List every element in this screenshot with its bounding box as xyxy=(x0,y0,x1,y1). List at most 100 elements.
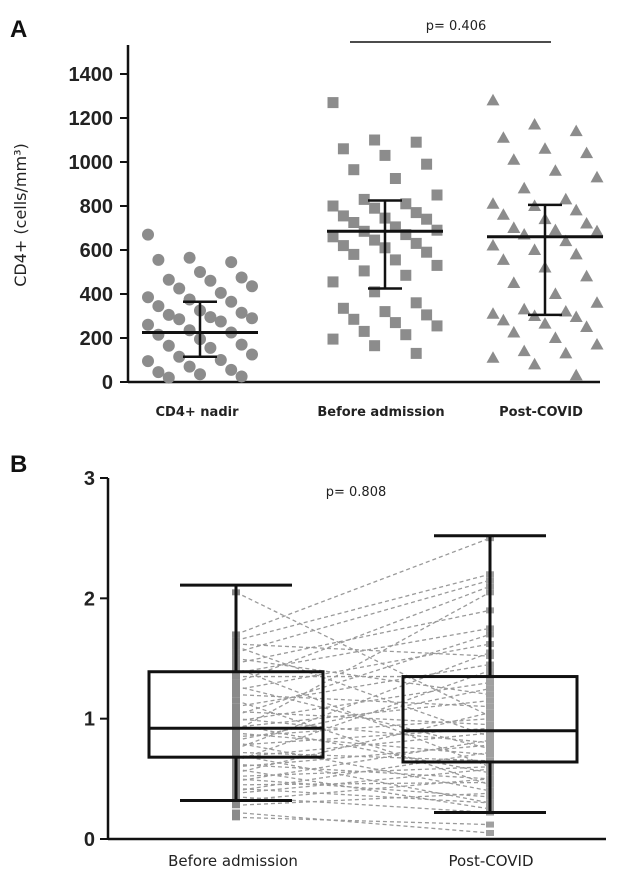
panel-a-point-triangle xyxy=(486,197,500,209)
panel-a-point-square xyxy=(337,302,349,314)
panel-a-point-triangle xyxy=(569,124,583,137)
panel-b-pair-line xyxy=(235,778,491,798)
panel-a-p-value: p= 0.406 xyxy=(426,19,487,34)
panel-a-point-triangle xyxy=(580,269,594,282)
panel-a-point-square xyxy=(410,207,422,219)
panel-b-point-before xyxy=(232,733,240,740)
panel-b-pair-line xyxy=(235,579,491,654)
panel-a-point-circle xyxy=(235,370,248,383)
panel-a-point-triangle xyxy=(486,307,500,319)
panel-a-point-circle xyxy=(162,308,175,321)
panel-b-point-after xyxy=(486,821,494,828)
panel-b-pair-line xyxy=(235,591,491,732)
panel-a-point-circle xyxy=(173,313,186,326)
panel-a-point-square xyxy=(369,134,381,146)
panel-b-point-after xyxy=(486,829,494,836)
panel-b-pair-line xyxy=(235,768,491,794)
panel-a-point-circle xyxy=(246,312,258,325)
panel-b-pair-line xyxy=(235,732,491,758)
panel-a-point-triangle xyxy=(569,310,583,323)
panel-a-point-square xyxy=(410,136,422,148)
panel-a-point-square xyxy=(358,265,370,277)
panel-b-point-before xyxy=(232,691,240,698)
panel-a-point-square xyxy=(379,149,391,161)
panel-a-point-circle xyxy=(162,273,175,286)
panel-b-point-after xyxy=(486,685,494,692)
panel-a-point-triangle xyxy=(517,302,531,315)
panel-b-pair-line xyxy=(235,742,491,792)
panel-a-point-square xyxy=(410,347,422,359)
panel-a-point-circle xyxy=(225,295,238,308)
panel-b-point-before xyxy=(232,686,240,693)
panel-b-point-before xyxy=(232,742,240,749)
panel-b-y-tick-label: 2 xyxy=(84,588,95,610)
panel-a-point-square xyxy=(410,237,422,249)
panel-b: B 0 1 2 3 Before admission Post-COVID p= 0.… xyxy=(10,451,606,870)
panel-a-point-circle xyxy=(214,354,227,366)
panel-b-pair-line xyxy=(235,751,491,792)
panel-b-pair-line xyxy=(235,669,491,762)
panel-a-point-square xyxy=(369,286,381,298)
panel-b-point-after xyxy=(486,733,494,740)
panel-b-pair-line xyxy=(235,537,491,636)
panel-a-point-circle xyxy=(183,293,196,306)
panel-b-point-before xyxy=(232,708,240,715)
panel-a-y-tick-label: 400 xyxy=(80,284,113,306)
panel-a-point-triangle xyxy=(507,221,521,233)
panel-a-point-square xyxy=(410,297,422,309)
panel-a-point-circle xyxy=(194,368,206,381)
panel-b-point-before xyxy=(232,683,240,690)
panel-a-category-label-2: Post-COVID xyxy=(499,405,583,420)
panel-a-point-circle xyxy=(246,348,258,361)
panel-a-point-square xyxy=(389,317,401,329)
panel-a-point-square xyxy=(327,333,339,345)
panel-a-point-triangle xyxy=(559,346,573,359)
panel-a-y-ticks: 0 200 400 600 800 1000 1200 1400 xyxy=(69,64,128,394)
panel-a-y-tick-label: 600 xyxy=(80,240,113,262)
panel-b-pair-line xyxy=(235,681,491,722)
panel-a-point-triangle xyxy=(486,239,500,251)
panel-a-y-tick-label: 1400 xyxy=(69,64,114,86)
panel-a-point-circle xyxy=(235,338,248,351)
panel-b-point-before xyxy=(232,730,240,737)
panel-a-point-circle xyxy=(235,271,248,284)
panel-a-point-circle xyxy=(235,306,248,319)
panel-a-point-circle xyxy=(204,274,217,287)
panel-a-point-triangle xyxy=(496,208,510,220)
panel-a-point-circle xyxy=(142,355,154,368)
panel-a-point-triangle xyxy=(559,305,573,317)
panel-a-point-triangle xyxy=(580,217,594,229)
panel-a-point-circle xyxy=(204,311,217,324)
panel-a-point-circle xyxy=(152,366,165,379)
panel-a-point-square xyxy=(348,164,360,176)
panel-a-point-circle xyxy=(183,324,196,337)
panel-a-point-square xyxy=(369,202,381,214)
panel-b-point-before xyxy=(232,718,240,725)
panel-a-point-square xyxy=(400,269,412,281)
panel-a-y-axis-label: CD4+ (cells/mm³) xyxy=(11,143,30,287)
panel-a-point-square xyxy=(348,248,360,260)
panel-a-point-circle xyxy=(214,315,227,328)
panel-b-point-after xyxy=(486,691,494,698)
panel-a-point-circle xyxy=(183,251,196,264)
panel-a-point-circle xyxy=(152,328,165,341)
panel-a-point-triangle xyxy=(528,118,542,130)
panel-a-point-circle xyxy=(142,291,154,304)
panel-a-letter: A xyxy=(10,16,27,43)
panel-a-point-triangle xyxy=(590,338,604,350)
panel-a-point-square xyxy=(421,213,433,225)
panel-b-box xyxy=(147,670,325,759)
panel-b-y-tick-label: 3 xyxy=(84,468,95,490)
panel-a-point-square xyxy=(389,221,401,233)
panel-a-point-circle xyxy=(204,341,217,354)
panel-a-point-triangle xyxy=(548,287,562,299)
panel-a-point-circle xyxy=(152,300,165,313)
panel-a-point-triangle xyxy=(569,247,583,260)
panel-b-category-label-0: Before admission xyxy=(168,852,298,870)
panel-a-point-triangle xyxy=(496,253,510,265)
panel-b-point-after xyxy=(486,697,494,704)
panel-b-point-after xyxy=(486,709,494,716)
panel-a-point-square xyxy=(369,234,381,246)
panel-a-point-triangle xyxy=(548,331,562,343)
panel-a-point-triangle xyxy=(528,357,542,370)
